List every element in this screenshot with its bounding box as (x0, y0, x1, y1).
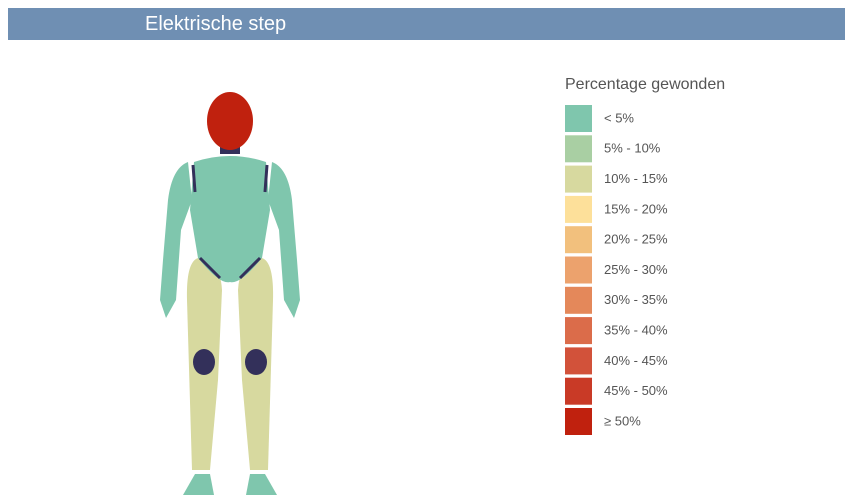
legend-label: 45% - 50% (604, 383, 668, 398)
legend-swatch (565, 286, 592, 314)
legend-label: 5% - 10% (604, 141, 661, 156)
legend: < 5% 5% - 10% 10% - 15% 15% - 20% 20% - 25% 2… (565, 105, 668, 435)
legend-label: ≥ 50% (604, 413, 641, 428)
legend-label: 20% - 25% (604, 232, 668, 247)
legend-swatch (565, 256, 592, 284)
legend-swatch (565, 347, 592, 375)
legend-swatch (565, 226, 592, 254)
legend-label: 35% - 40% (604, 323, 668, 338)
legend-label: 15% - 20% (604, 201, 668, 216)
legend-swatch (565, 165, 592, 193)
legend-swatch (565, 377, 592, 405)
legend-label: 25% - 30% (604, 262, 668, 277)
title: Elektrische step (145, 13, 287, 35)
header: Elektrische step (8, 8, 845, 40)
legend-label: 30% - 35% (604, 292, 668, 307)
legend-label: 10% - 15% (604, 171, 668, 186)
legend-swatch (565, 105, 592, 132)
legend-label: 40% - 45% (604, 353, 668, 368)
legend-swatch (565, 195, 592, 223)
legend-label: < 5% (604, 110, 634, 125)
legend-title: Percentage gewonden (565, 76, 725, 93)
legend-swatch (565, 317, 592, 345)
legend-swatch (565, 135, 592, 163)
body (160, 92, 300, 495)
legend-swatch (565, 408, 592, 435)
